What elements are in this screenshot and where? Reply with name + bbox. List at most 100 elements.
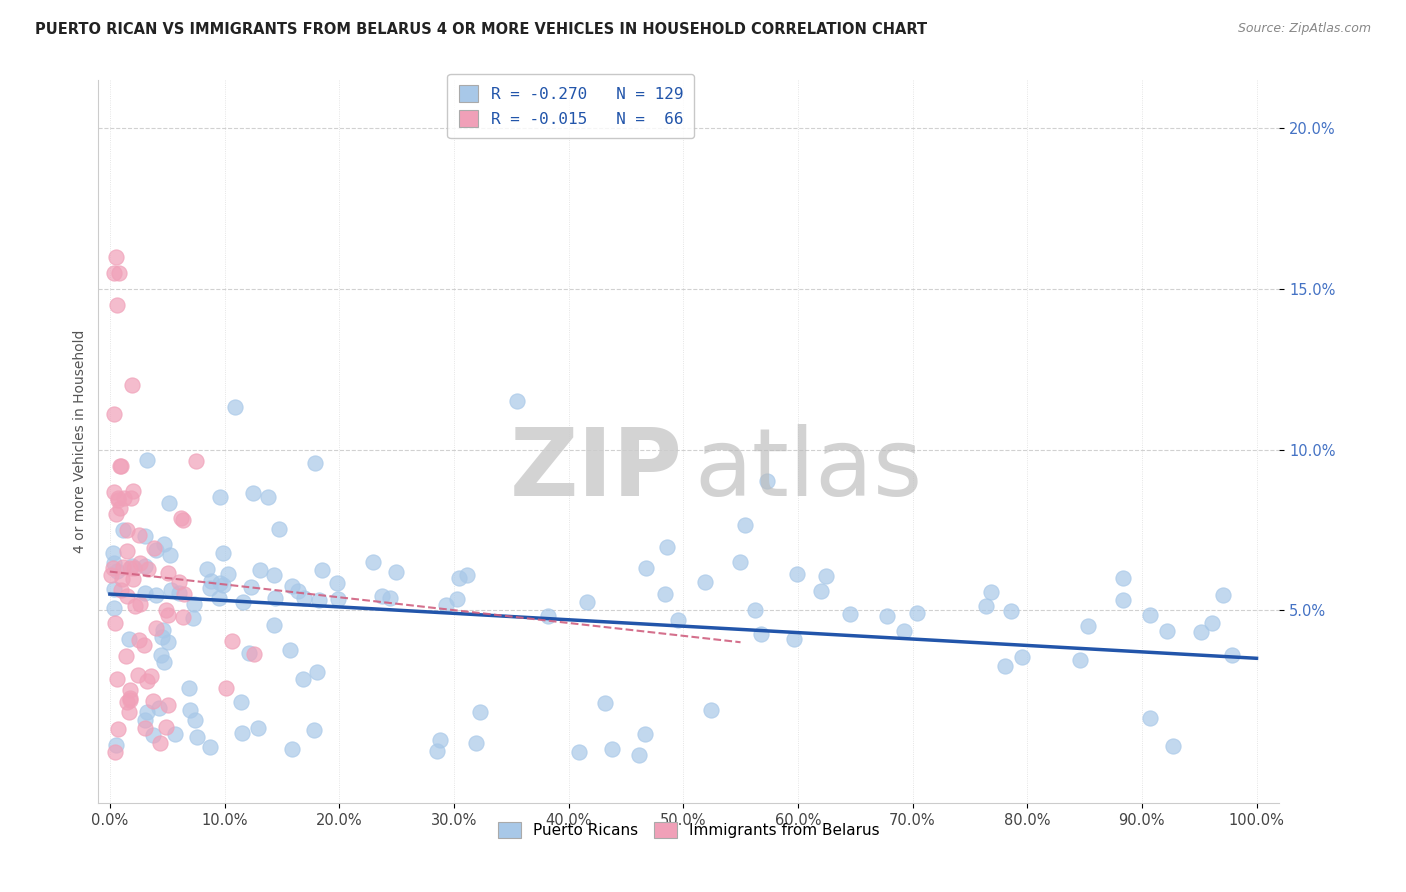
Point xyxy=(172,610,194,624)
Point xyxy=(249,564,271,578)
Point xyxy=(976,599,998,614)
Point xyxy=(292,591,315,605)
Point xyxy=(134,559,156,574)
Text: ZIP: ZIP xyxy=(510,425,683,516)
Point xyxy=(263,618,285,632)
Point xyxy=(243,647,266,661)
Point xyxy=(107,722,129,736)
Point xyxy=(115,589,138,603)
Point xyxy=(994,658,1017,673)
Point xyxy=(101,561,124,575)
Text: Source: ZipAtlas.com: Source: ZipAtlas.com xyxy=(1237,22,1371,36)
Point xyxy=(105,298,128,312)
Point xyxy=(311,563,333,577)
Point xyxy=(1220,648,1243,662)
Point xyxy=(112,559,135,574)
Point xyxy=(121,378,143,392)
Point xyxy=(728,555,751,569)
Point xyxy=(104,507,127,521)
Point xyxy=(167,575,190,590)
Point xyxy=(150,630,173,644)
Point xyxy=(468,705,491,719)
Point xyxy=(326,575,349,590)
Point xyxy=(446,591,468,606)
Point xyxy=(142,694,165,708)
Point xyxy=(183,597,205,611)
Point xyxy=(134,586,156,600)
Point xyxy=(628,747,651,762)
Point xyxy=(159,548,181,562)
Legend: Puerto Ricans, Immigrants from Belarus: Puerto Ricans, Immigrants from Belarus xyxy=(491,814,887,846)
Point xyxy=(111,523,134,537)
Point xyxy=(1201,615,1223,630)
Point xyxy=(150,648,173,663)
Point xyxy=(212,577,235,591)
Point xyxy=(231,726,253,740)
Point xyxy=(118,690,141,705)
Point xyxy=(118,705,141,719)
Point xyxy=(239,580,262,594)
Point xyxy=(465,736,488,750)
Point xyxy=(118,561,141,575)
Point xyxy=(135,705,157,719)
Point xyxy=(308,592,330,607)
Point xyxy=(108,266,131,280)
Point xyxy=(104,616,127,631)
Point xyxy=(134,713,156,727)
Point xyxy=(101,546,124,560)
Point xyxy=(103,600,125,615)
Point xyxy=(198,739,221,754)
Point xyxy=(1189,625,1212,640)
Point xyxy=(135,452,157,467)
Point xyxy=(129,556,152,570)
Point xyxy=(281,742,304,756)
Point xyxy=(1212,588,1234,602)
Point xyxy=(1112,593,1135,607)
Point xyxy=(655,541,678,555)
Point xyxy=(145,543,167,558)
Point xyxy=(141,669,163,683)
Point xyxy=(115,523,138,537)
Point xyxy=(149,736,172,750)
Point xyxy=(242,486,264,500)
Point xyxy=(152,623,174,637)
Point xyxy=(280,579,302,593)
Point xyxy=(1163,739,1185,753)
Point xyxy=(103,582,125,597)
Point xyxy=(384,566,406,580)
Point xyxy=(110,458,132,473)
Point xyxy=(893,624,915,639)
Point xyxy=(124,599,146,614)
Point xyxy=(744,603,766,617)
Point xyxy=(429,733,451,747)
Point xyxy=(876,608,898,623)
Point xyxy=(128,528,150,542)
Point xyxy=(103,407,125,421)
Point xyxy=(122,561,145,575)
Point xyxy=(734,518,756,533)
Point xyxy=(107,492,129,507)
Point xyxy=(108,458,131,473)
Point xyxy=(145,588,167,602)
Point xyxy=(328,592,350,607)
Point xyxy=(371,589,394,603)
Point xyxy=(183,714,205,728)
Point xyxy=(134,722,156,736)
Point xyxy=(634,726,657,740)
Point xyxy=(1139,607,1161,622)
Point xyxy=(155,720,177,734)
Point xyxy=(143,541,166,556)
Point xyxy=(980,585,1002,599)
Point xyxy=(157,607,180,622)
Point xyxy=(783,632,806,646)
Point xyxy=(157,496,180,510)
Point xyxy=(361,555,384,569)
Point xyxy=(600,742,623,756)
Point xyxy=(128,633,150,648)
Point xyxy=(195,562,218,576)
Point xyxy=(232,594,254,608)
Point xyxy=(1156,624,1178,639)
Point xyxy=(179,702,201,716)
Point xyxy=(142,728,165,742)
Point xyxy=(103,485,125,500)
